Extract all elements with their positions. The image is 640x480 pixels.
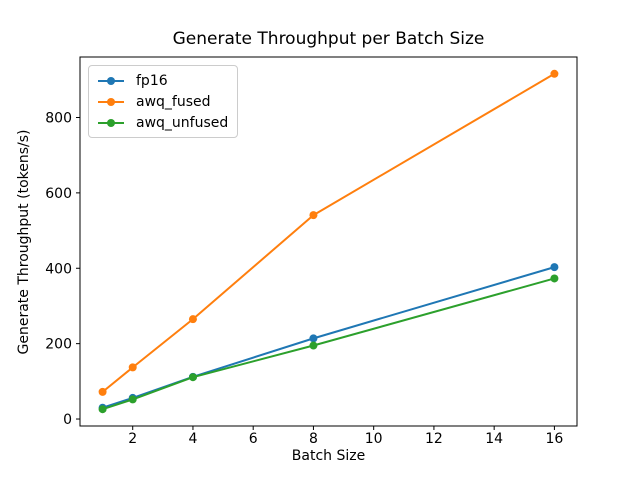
x-tick-label: 12 bbox=[425, 431, 443, 447]
data-point-awq_fused bbox=[309, 211, 318, 220]
data-point-awq_unfused bbox=[309, 341, 318, 350]
y-tick-label: 600 bbox=[45, 186, 72, 202]
legend-marker-awq_unfused bbox=[98, 116, 124, 130]
data-point-awq_fused bbox=[550, 69, 559, 78]
series-awq_unfused bbox=[98, 274, 559, 414]
data-point-fp16 bbox=[309, 334, 318, 343]
data-point-awq_fused bbox=[188, 315, 197, 324]
x-tick-label: 8 bbox=[309, 431, 318, 447]
legend-label-awq_fused: awq_fused bbox=[136, 93, 211, 110]
x-axis-label: Batch Size bbox=[291, 448, 366, 464]
data-point-awq_unfused bbox=[188, 373, 197, 382]
legend-item-awq_fused: awq_fused bbox=[98, 91, 228, 112]
data-point-awq_fused bbox=[128, 363, 137, 372]
axes-frame bbox=[79, 56, 578, 427]
x-tick-label: 6 bbox=[249, 431, 258, 447]
series-fp16 bbox=[98, 263, 559, 412]
y-tick-label: 800 bbox=[45, 110, 72, 126]
y-tick-label: 200 bbox=[45, 337, 72, 353]
y-axis-label: Generate Throughput (tokens/s) bbox=[16, 129, 32, 355]
series-line-awq_unfused bbox=[101, 277, 556, 411]
x-tick-label: 2 bbox=[128, 431, 137, 447]
y-axis-ticks: 0 200 400 600 800 bbox=[45, 110, 80, 428]
data-point-fp16 bbox=[550, 263, 559, 272]
legend-marker-fp16 bbox=[98, 74, 124, 88]
x-tick-label: 16 bbox=[545, 431, 563, 447]
x-tick-label: 10 bbox=[365, 431, 383, 447]
legend-marker-awq_fused bbox=[98, 95, 124, 109]
data-point-awq_unfused bbox=[98, 405, 107, 414]
y-tick-label: 0 bbox=[63, 412, 72, 428]
chart-title: Generate Throughput per Batch Size bbox=[172, 29, 485, 49]
y-tick-label: 400 bbox=[45, 261, 72, 277]
legend-item-awq_unfused: awq_unfused bbox=[98, 112, 228, 133]
data-point-awq_unfused bbox=[128, 395, 137, 404]
x-tick-label: 14 bbox=[485, 431, 503, 447]
legend-label-awq_unfused: awq_unfused bbox=[136, 114, 229, 131]
legend: fp16 awq_fused awq_unfused bbox=[88, 65, 239, 138]
x-tick-label: 4 bbox=[188, 431, 197, 447]
legend-label-fp16: fp16 bbox=[136, 72, 168, 89]
data-point-awq_fused bbox=[98, 387, 107, 396]
data-point-awq_unfused bbox=[550, 274, 559, 283]
legend-item-fp16: fp16 bbox=[98, 70, 228, 91]
series-awq_fused bbox=[98, 69, 559, 396]
x-axis-ticks: 2 4 6 8 10 12 14 16 bbox=[128, 426, 563, 447]
